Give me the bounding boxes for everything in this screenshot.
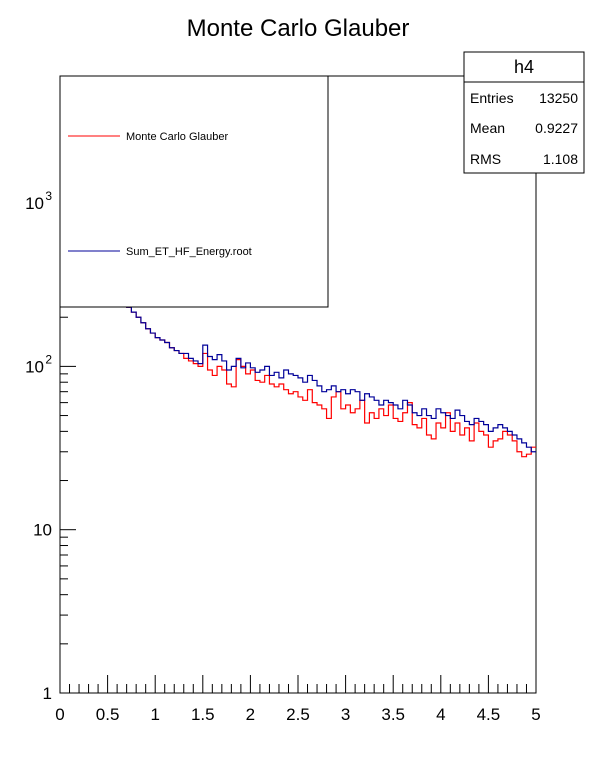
x-axis: 0 0.5 1 1.5 2 2.5 3 3.5 4 4.5 5 (55, 675, 541, 724)
x-tick-label: 2.5 (286, 705, 310, 724)
y-tick-exponent: 3 (45, 189, 52, 203)
y-tick-label: 10 (25, 194, 44, 213)
y-tick-label: 10 (33, 521, 52, 540)
legend: Monte Carlo Glauber Sum_ET_HF_Energy.roo… (59, 75, 329, 308)
y-tick-label: 10 (25, 357, 44, 376)
series-line-1 (60, 173, 536, 453)
stats-mean-label: Mean (470, 120, 505, 136)
chart-title: Monte Carlo Glauber (187, 15, 410, 42)
y-tick-exponent: 2 (45, 352, 52, 366)
x-tick-label: 0.5 (96, 705, 120, 724)
legend-label-mc: Monte Carlo Glauber (126, 131, 228, 143)
x-tick-label: 2 (246, 705, 255, 724)
legend-label-data: Sum_ET_HF_Energy.root (126, 246, 252, 258)
x-tick-label: 1 (150, 705, 159, 724)
stats-box: h4 Entries 13250 Mean 0.9227 RMS 1.108 (463, 51, 585, 174)
x-tick-label: 3.5 (381, 705, 405, 724)
y-tick-label: 1 (43, 684, 52, 703)
stats-mean-value: 0.9227 (535, 120, 578, 136)
stats-rms-value: 1.108 (543, 151, 578, 167)
stats-entries-value: 13250 (539, 90, 578, 106)
legend-box (59, 75, 329, 308)
series-1 (60, 173, 536, 453)
stats-histogram-name: h4 (514, 57, 534, 77)
x-tick-label: 3 (341, 705, 350, 724)
stats-entries-label: Entries (470, 90, 514, 106)
x-tick-label: 0 (55, 705, 64, 724)
x-tick-label: 4 (436, 705, 445, 724)
x-tick-label: 4.5 (477, 705, 501, 724)
stats-frame (463, 51, 585, 174)
x-tick-label: 5 (531, 705, 540, 724)
x-tick-label: 1.5 (191, 705, 215, 724)
series-layer (60, 173, 536, 458)
stats-rms-label: RMS (470, 151, 501, 167)
